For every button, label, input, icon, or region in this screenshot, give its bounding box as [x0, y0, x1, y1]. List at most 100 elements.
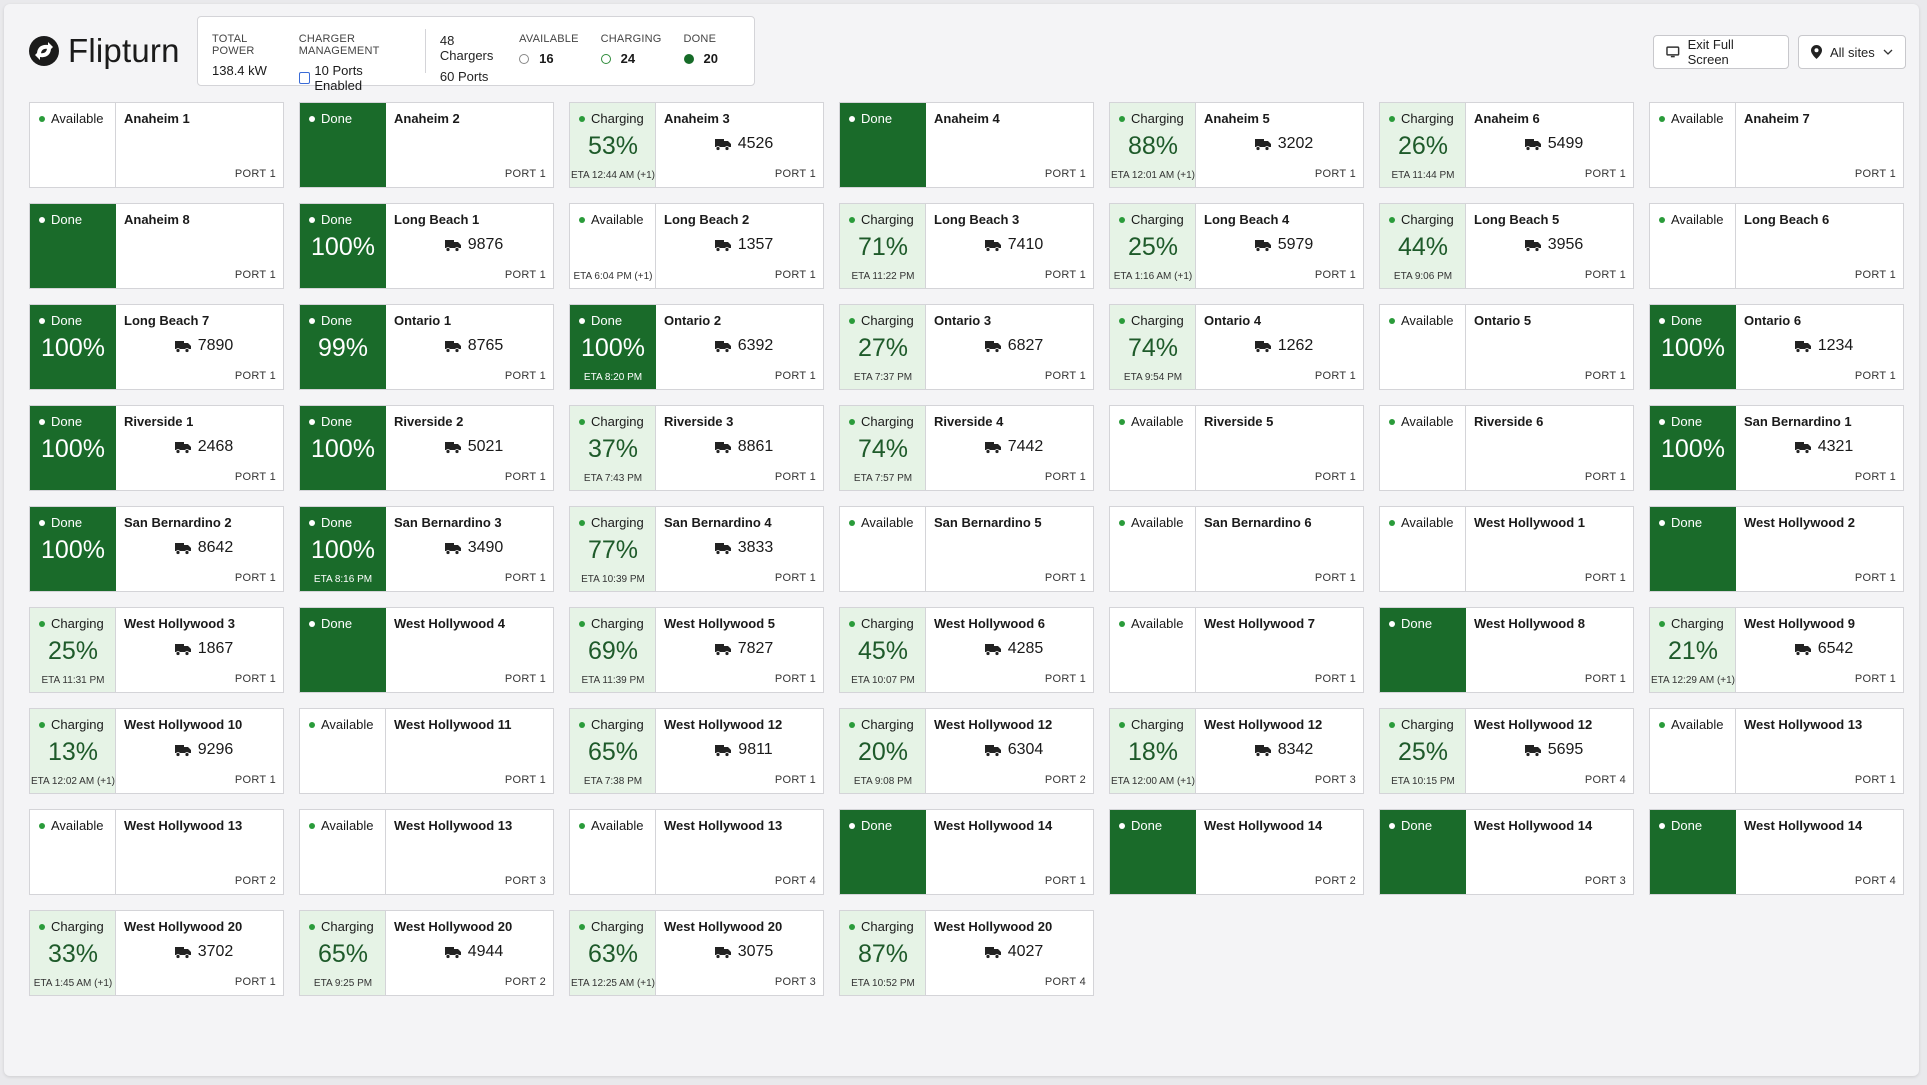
charger-name: Ontario 4 [1204, 313, 1262, 328]
charger-card[interactable]: Done West Hollywood 2 PORT 1 [1649, 506, 1904, 592]
charger-card[interactable]: Charging 27% ETA 7:37 PM Ontario 3 6827 PORT … [839, 304, 1094, 390]
charger-card[interactable]: Available Long Beach 6 PORT 1 [1649, 203, 1904, 289]
charger-card[interactable]: Available Ontario 5 PORT 1 [1379, 304, 1634, 390]
status-dot-icon [849, 115, 855, 122]
charger-card[interactable]: Done 100% ETA 8:20 PM Ontario 2 6392 PORT 1 [569, 304, 824, 390]
charger-card[interactable]: Charging 21% ETA 12:29 AM (+1) West Hollywo… [1649, 607, 1904, 693]
charger-card[interactable]: Charging 44% ETA 9:06 PM Long Beach 5 3956 PO… [1379, 203, 1634, 289]
charger-name: Riverside 3 [664, 414, 734, 429]
charger-card[interactable]: Available Riverside 5 PORT 1 [1109, 405, 1364, 491]
charger-card[interactable]: Charging 53% ETA 12:44 AM (+1) Anaheim 3 452… [569, 102, 824, 188]
charger-card[interactable]: Charging 74% ETA 9:54 PM Ontario 4 1262 PORT … [1109, 304, 1364, 390]
charger-card[interactable]: Charging 20% ETA 9:08 PM West Hollywood 12 6… [839, 708, 1094, 794]
charger-management-stat[interactable]: CHARGER MANAGEMENT 10 Ports Enabled [298, 33, 411, 93]
charging-stat: CHARGING 24 [600, 33, 662, 66]
charger-card[interactable]: Done West Hollywood 14 PORT 2 [1109, 809, 1364, 895]
stats-divider [425, 29, 426, 73]
charger-card[interactable]: Available West Hollywood 7 PORT 1 [1109, 607, 1364, 693]
status-dot-icon [309, 923, 315, 930]
charger-card[interactable]: Charging 65% ETA 9:25 PM West Hollywood 20 4… [299, 910, 554, 996]
status-dot-icon [1119, 317, 1125, 324]
charger-card[interactable]: Charging 25% ETA 10:15 PM West Hollywood 12… [1379, 708, 1634, 794]
charger-card[interactable]: Done West Hollywood 14 PORT 1 [839, 809, 1094, 895]
charger-card[interactable]: Charging 65% ETA 7:38 PM West Hollywood 12 9… [569, 708, 824, 794]
charger-card[interactable]: Done 100% San Bernardino 2 8642 PORT 1 [29, 506, 284, 592]
charger-card[interactable]: Available West Hollywood 13 PORT 3 [299, 809, 554, 895]
charger-card[interactable]: Charging 87% ETA 10:52 PM West Hollywood 20… [839, 910, 1094, 996]
charger-card[interactable]: Done 100% Long Beach 1 9876 PORT 1 [299, 203, 554, 289]
charger-card[interactable]: Available San Bernardino 6 PORT 1 [1109, 506, 1364, 592]
charger-card[interactable]: Charging 25% ETA 1:16 AM (+1) Long Beach 4 5… [1109, 203, 1364, 289]
truck-number: 3075 [737, 943, 774, 960]
charger-card[interactable]: Available Riverside 6 PORT 1 [1379, 405, 1634, 491]
charger-card[interactable]: Done West Hollywood 8 PORT 1 [1379, 607, 1634, 693]
charger-card[interactable]: Charging 37% ETA 7:43 PM Riverside 3 8861 POR… [569, 405, 824, 491]
charger-name: San Bernardino 4 [664, 515, 772, 530]
charger-card[interactable]: Done West Hollywood 4 PORT 1 [299, 607, 554, 693]
exit-fullscreen-button[interactable]: Exit Full Screen [1653, 35, 1789, 69]
charger-card[interactable]: Done 100% San Bernardino 1 4321 PORT 1 [1649, 405, 1904, 491]
charger-card[interactable]: Done West Hollywood 14 PORT 3 [1379, 809, 1634, 895]
charger-name: West Hollywood 12 [934, 717, 1053, 732]
charger-card[interactable]: Charging 77% ETA 10:39 PM San Bernardino 4 3… [569, 506, 824, 592]
port-label: PORT 1 [1584, 673, 1626, 685]
charger-card[interactable]: Charging 45% ETA 10:07 PM West Hollywood 6 4… [839, 607, 1094, 693]
charger-card[interactable]: Done Anaheim 4 PORT 1 [839, 102, 1094, 188]
charger-card[interactable]: Available West Hollywood 1 PORT 1 [1379, 506, 1634, 592]
status-label: Done [321, 515, 353, 530]
all-sites-dropdown[interactable]: All sites [1798, 35, 1906, 69]
port-label: PORT 1 [234, 673, 276, 685]
charger-card[interactable]: Available Anaheim 7 PORT 1 [1649, 102, 1904, 188]
charger-card[interactable]: Done 100% Long Beach 7 7890 PORT 1 [29, 304, 284, 390]
charger-card[interactable]: Available ETA 6:04 PM (+1) Long Beach 2 135… [569, 203, 824, 289]
charger-card[interactable]: Available West Hollywood 13 PORT 1 [1649, 708, 1904, 794]
status-badge: Available [1389, 515, 1454, 530]
status-dot-icon [1119, 519, 1125, 526]
truck-id: 1357 [664, 236, 824, 254]
status-label: Available [1671, 212, 1724, 227]
status-dot-icon [1389, 822, 1395, 829]
truck-id: 1262 [1204, 337, 1364, 355]
charger-card[interactable]: Charging 25% ETA 11:31 PM West Hollywood 3 1… [29, 607, 284, 693]
charger-card[interactable]: Charging 13% ETA 12:02 AM (+1) West Hollywo… [29, 708, 284, 794]
charger-card[interactable]: Charging 63% ETA 12:25 AM (+1) West Hollywo… [569, 910, 824, 996]
port-label: PORT 1 [774, 673, 816, 685]
charger-card[interactable]: Charging 18% ETA 12:00 AM (+1) West Hollywo… [1109, 708, 1364, 794]
charger-card[interactable]: Charging 74% ETA 7:57 PM Riverside 4 7442 POR… [839, 405, 1094, 491]
ports-count: 60 Ports [439, 69, 489, 84]
charger-card[interactable]: Charging 26% ETA 11:44 PM Anaheim 6 5499 PORT… [1379, 102, 1634, 188]
charger-card[interactable]: Charging 71% ETA 11:22 PM Long Beach 3 7410 P… [839, 203, 1094, 289]
charger-card[interactable]: Done 99% Ontario 1 8765 PORT 1 [299, 304, 554, 390]
charger-card[interactable]: Done 100% Ontario 6 1234 PORT 1 [1649, 304, 1904, 390]
charging-label: CHARGING [600, 33, 662, 45]
charger-card[interactable]: Available West Hollywood 13 PORT 4 [569, 809, 824, 895]
charger-card[interactable]: Done West Hollywood 14 PORT 4 [1649, 809, 1904, 895]
charger-name: San Bernardino 1 [1744, 414, 1852, 429]
charger-card[interactable]: Done 100% ETA 8:16 PM San Bernardino 3 3490 P… [299, 506, 554, 592]
status-panel: Charging 53% ETA 12:44 AM (+1) [570, 103, 656, 187]
status-label: Available [321, 717, 374, 732]
status-badge: Done [39, 313, 82, 328]
eta-time: ETA 7:38 PM [583, 776, 643, 787]
charger-card[interactable]: Done Anaheim 2 PORT 1 [299, 102, 554, 188]
charger-card[interactable]: Done 100% Riverside 2 5021 PORT 1 [299, 405, 554, 491]
charge-percent: 65% [317, 940, 369, 968]
charge-percent: 69% [587, 637, 639, 665]
charger-card[interactable]: Charging 88% ETA 12:01 AM (+1) Anaheim 5 320… [1109, 102, 1364, 188]
truck-number: 8861 [737, 438, 774, 455]
charger-card[interactable]: Available West Hollywood 11 PORT 1 [299, 708, 554, 794]
charger-card[interactable]: Charging 33% ETA 1:45 AM (+1) West Hollywoo… [29, 910, 284, 996]
status-label: Done [51, 414, 83, 429]
charger-card[interactable]: Charging 69% ETA 11:39 PM West Hollywood 5 7… [569, 607, 824, 693]
truck-number: 4321 [1817, 438, 1854, 455]
status-label: Available [1671, 111, 1724, 126]
status-dot-icon [309, 822, 315, 829]
status-badge: Done [39, 212, 82, 227]
charger-card[interactable]: Done 100% Riverside 1 2468 PORT 1 [29, 405, 284, 491]
charger-card[interactable]: Available Anaheim 1 PORT 1 [29, 102, 284, 188]
truck-id: 6392 [664, 337, 824, 355]
charger-card[interactable]: Available West Hollywood 13 PORT 2 [29, 809, 284, 895]
status-panel: Charging 25% ETA 1:16 AM (+1) [1110, 204, 1196, 288]
charger-card[interactable]: Done Anaheim 8 PORT 1 [29, 203, 284, 289]
charger-card[interactable]: Available San Bernardino 5 PORT 1 [839, 506, 1094, 592]
